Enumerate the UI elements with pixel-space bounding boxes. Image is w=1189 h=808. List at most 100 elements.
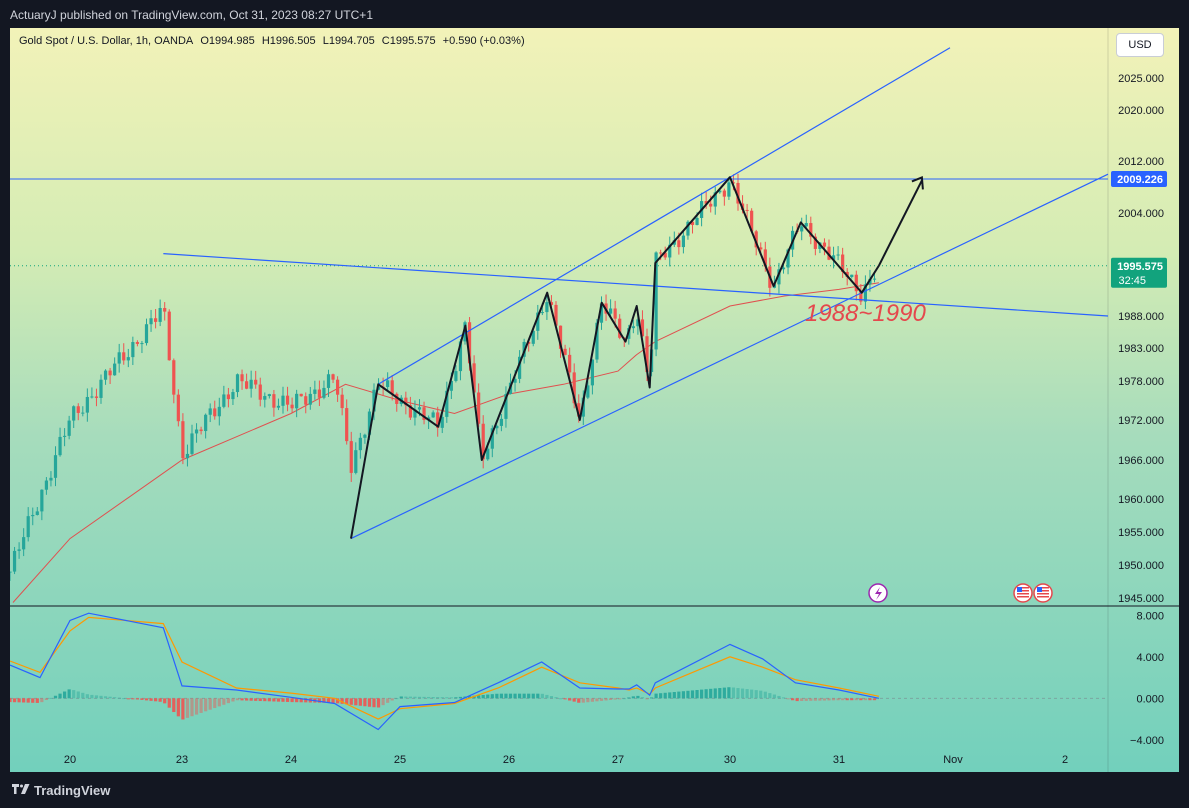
candle bbox=[804, 214, 808, 229]
descending-trendline bbox=[163, 253, 1109, 317]
macd-histogram-bar bbox=[140, 698, 144, 700]
macd-line bbox=[10, 612, 880, 731]
candle bbox=[390, 375, 394, 401]
macd-histogram-bar bbox=[154, 698, 158, 702]
macd-histogram-bar bbox=[668, 692, 672, 699]
chart-canvas[interactable]: 1988~1990 2025.0002020.0002012.0002004.0… bbox=[10, 28, 1179, 772]
macd-histogram-bar bbox=[281, 698, 285, 702]
macd-histogram-bar bbox=[135, 698, 139, 700]
candle bbox=[81, 406, 85, 417]
svg-text:32:45: 32:45 bbox=[1118, 275, 1146, 287]
macd-histogram-bar bbox=[163, 698, 167, 704]
macd-histogram-bar bbox=[818, 698, 822, 701]
publication-header: ActuaryJ published on TradingView.com, O… bbox=[0, 0, 1189, 28]
annotation-text: 1988~1990 bbox=[805, 300, 926, 327]
candle bbox=[590, 359, 594, 395]
macd-histogram-bar bbox=[167, 698, 171, 708]
channel-upper-line bbox=[377, 47, 951, 385]
macd-histogram-bar bbox=[427, 696, 431, 699]
macd-histogram-bar bbox=[431, 697, 435, 699]
candle bbox=[386, 372, 390, 392]
candle bbox=[154, 309, 158, 329]
candle bbox=[272, 389, 276, 417]
macd-histogram-bar bbox=[490, 694, 494, 699]
macd-histogram-bar bbox=[740, 688, 745, 699]
macd-histogram-bar bbox=[67, 689, 71, 699]
macd-histogram-bar bbox=[813, 698, 817, 701]
footer-brand: TradingView bbox=[34, 783, 111, 798]
candle bbox=[245, 373, 249, 390]
candle bbox=[813, 233, 817, 256]
price-tick-label: 2025.000 bbox=[1118, 73, 1164, 85]
macd-histogram-bar bbox=[495, 693, 499, 699]
legend-change: +0.590 (+0.03%) bbox=[442, 35, 525, 47]
macd-histogram-bar bbox=[786, 698, 790, 700]
candle bbox=[408, 396, 412, 420]
candle bbox=[17, 542, 21, 559]
candle bbox=[213, 400, 217, 420]
macd-histogram-bar bbox=[185, 698, 190, 718]
time-tick-label: 27 bbox=[612, 754, 624, 766]
currency-button[interactable]: USD bbox=[1116, 33, 1164, 57]
macd-histogram-bar bbox=[254, 698, 258, 701]
event-lightning-icon bbox=[868, 583, 888, 603]
macd-histogram-bar bbox=[408, 696, 412, 699]
candle bbox=[495, 424, 499, 435]
macd-histogram-bar bbox=[763, 691, 767, 699]
candle bbox=[276, 398, 281, 411]
macd-histogram-bar bbox=[859, 698, 863, 701]
candle bbox=[827, 239, 831, 261]
macd-histogram-bar bbox=[413, 696, 417, 699]
macd-histogram-bar bbox=[336, 698, 340, 704]
macd-histogram-bar bbox=[454, 697, 458, 699]
price-tick-label: 1966.000 bbox=[1118, 455, 1164, 467]
macd-histogram-bar bbox=[190, 698, 194, 717]
candle bbox=[527, 341, 531, 352]
time-tick-label: 30 bbox=[724, 754, 736, 766]
macd-histogram-bar bbox=[199, 698, 203, 713]
macd-histogram-bar bbox=[90, 694, 94, 699]
macd-histogram-bar bbox=[113, 697, 117, 699]
candle bbox=[326, 369, 331, 397]
last-price-label: 1995.575 32:45 bbox=[1111, 257, 1167, 288]
candle bbox=[131, 336, 135, 366]
candle bbox=[413, 400, 417, 426]
candle bbox=[263, 392, 267, 408]
candle bbox=[181, 413, 185, 465]
macd-histogram-bar bbox=[76, 691, 80, 699]
time-tick-label: Nov bbox=[943, 754, 963, 766]
macd-histogram-bar bbox=[208, 698, 212, 710]
macd-histogram-bar bbox=[31, 698, 35, 703]
candle bbox=[35, 507, 39, 516]
price-tick-label: 1950.000 bbox=[1118, 560, 1164, 572]
time-tick-label: 2 bbox=[1062, 754, 1068, 766]
macd-histogram-bar bbox=[850, 698, 854, 701]
macd-histogram-bar bbox=[176, 698, 180, 717]
macd-histogram-bar bbox=[395, 698, 399, 700]
macd-histogram-bar bbox=[226, 698, 230, 704]
candle bbox=[654, 251, 658, 357]
chart-frame[interactable]: 1988~1990 2025.000 2020.000 2012.000 2004.0… bbox=[10, 28, 1179, 772]
candle bbox=[659, 249, 663, 261]
macd-histogram-bar bbox=[513, 693, 517, 699]
macd-histogram-bar bbox=[649, 697, 654, 699]
time-tick-label: 23 bbox=[176, 754, 188, 766]
macd-histogram-bar bbox=[540, 693, 544, 699]
candle bbox=[117, 343, 121, 373]
candle bbox=[568, 347, 572, 382]
macd-histogram-bar bbox=[194, 698, 199, 715]
candle bbox=[354, 442, 358, 475]
candle bbox=[831, 246, 836, 269]
candle bbox=[113, 357, 117, 376]
svg-text:2009.226: 2009.226 bbox=[1117, 174, 1163, 186]
macd-histogram-bar bbox=[804, 698, 808, 701]
macd-histogram-bar bbox=[791, 698, 795, 701]
candle bbox=[436, 406, 440, 437]
candle bbox=[609, 299, 613, 318]
macd-histogram-bar bbox=[677, 691, 681, 699]
macd-histogram-bar bbox=[854, 698, 858, 701]
candle bbox=[208, 403, 212, 423]
candle bbox=[295, 389, 299, 418]
price-tick-label: 1983.000 bbox=[1118, 343, 1164, 355]
candle bbox=[85, 388, 89, 422]
